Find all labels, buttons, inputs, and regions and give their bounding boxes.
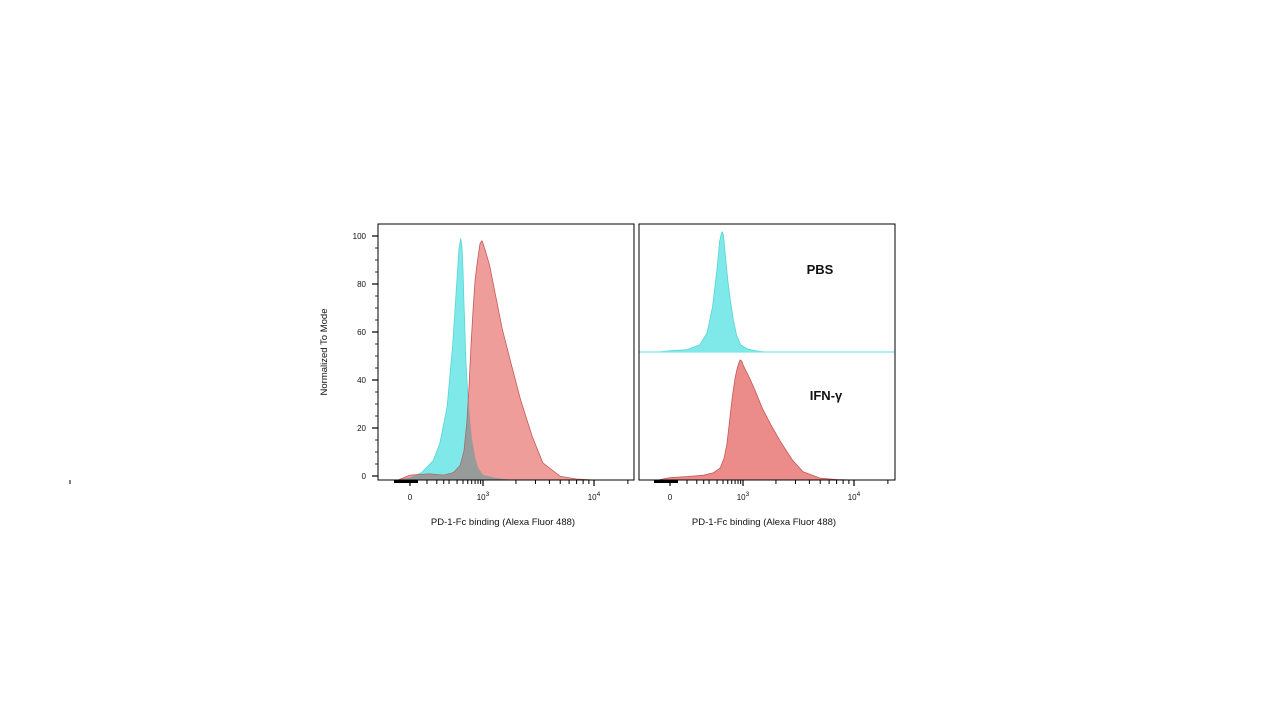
y-tick-label: 20 [357, 424, 366, 433]
offset-panel: 0 103 104 PBS IFN-γ PD-1-Fc binding (Alexa… [69, 223, 896, 528]
y-tick-label: 0 [362, 472, 367, 481]
x-tick-label: 103 [477, 491, 490, 502]
overlay-x-axis: 0 103 104 [394, 480, 629, 502]
histogram-area-pbs [657, 231, 766, 353]
x-zero-region-ticks [654, 480, 678, 483]
offset-plot-frame [638, 223, 896, 481]
offset-x-axis-title: PD-1-Fc binding (Alexa Fluor 488) [692, 517, 836, 528]
y-tick-label: 60 [357, 328, 366, 337]
y-tick-label: 100 [353, 232, 367, 241]
overlay-y-axis: 0 20 40 60 80 100 [353, 232, 378, 481]
histogram-area-red [397, 240, 595, 481]
legend-label-pbs: PBS [807, 262, 834, 277]
y-tick-label: 80 [357, 280, 366, 289]
legend-label-ifn-gamma: IFN-γ [810, 388, 843, 403]
x-tick-label: 103 [737, 491, 750, 502]
overlay-y-axis-title: Normalized To Mode [319, 309, 330, 396]
overlay-histograms [397, 238, 595, 481]
x-tick-label: 0 [668, 493, 673, 502]
offset-histograms [639, 231, 895, 481]
x-tick-label: 0 [408, 493, 413, 502]
overlay-plot-frame [377, 223, 635, 481]
overlay-x-axis-title: PD-1-Fc binding (Alexa Fluor 488) [431, 517, 575, 528]
y-tick-label: 40 [357, 376, 366, 385]
x-tick-label: 104 [588, 491, 601, 502]
histogram-area-ifn-gamma [657, 359, 855, 481]
offset-x-axis: 0 103 104 [69, 480, 889, 502]
x-zero-region-ticks [394, 480, 418, 483]
x-tick-label: 104 [848, 491, 861, 502]
